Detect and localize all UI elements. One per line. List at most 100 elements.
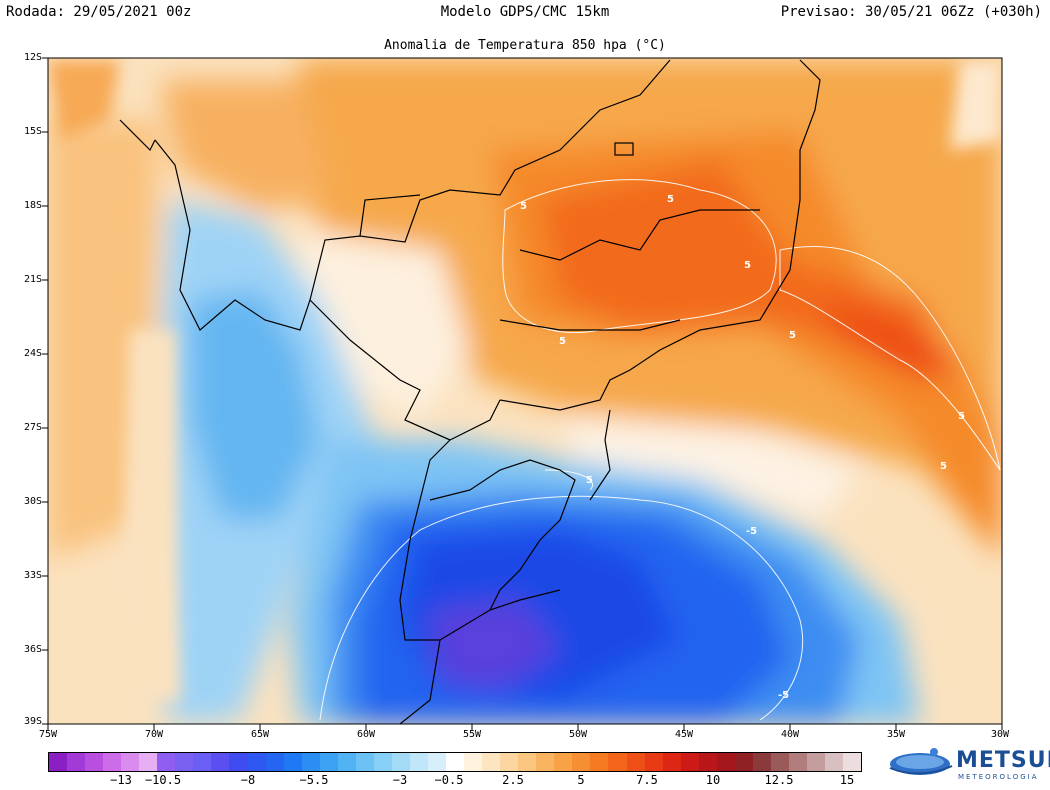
lon-label: 35W	[886, 729, 906, 740]
colorbar-swatch	[716, 753, 735, 771]
run-time-label: Rodada: 29/05/2021 00z	[6, 4, 192, 20]
colorbar-swatch	[85, 753, 104, 771]
lat-label: 12S	[23, 52, 42, 63]
country-borders	[119, 59, 821, 724]
colorbar-swatch	[698, 753, 717, 771]
contour-label: 5	[667, 194, 674, 205]
colorbar-swatch	[121, 753, 140, 771]
colorbar-label: 10	[705, 773, 721, 787]
colorbar-swatch	[229, 753, 248, 771]
contour-label: 5	[789, 330, 796, 341]
colorbar-label: 7.5	[636, 773, 658, 787]
colorbar-label: −5.5	[299, 773, 329, 787]
contour-lines	[319, 179, 1001, 721]
colorbar-swatch	[319, 753, 338, 771]
logo-subtitle: METEOROLOGIA	[958, 773, 1039, 781]
lat-label: 27S	[23, 422, 42, 433]
colorbar-swatch	[536, 753, 555, 771]
colorbar-swatch	[788, 753, 807, 771]
lat-label: 33S	[23, 570, 42, 581]
colorbar-swatch	[427, 753, 447, 771]
axis-ticks	[42, 57, 1003, 730]
colorbar-swatch	[734, 753, 753, 771]
lat-label: 24S	[23, 348, 42, 359]
lat-label: 36S	[23, 644, 42, 655]
contour-label: 5	[744, 260, 751, 271]
colorbar-label: −13	[110, 773, 132, 787]
colorbar-swatch	[157, 753, 176, 771]
colorbar-swatch	[770, 753, 789, 771]
logo-name: METSUL	[956, 748, 1050, 773]
lon-label: 55W	[462, 729, 482, 740]
colorbar-swatch	[355, 753, 374, 771]
colorbar-swatch	[446, 753, 465, 771]
colorbar-swatch	[391, 753, 410, 771]
colorbar-swatch	[680, 753, 699, 771]
contour-label: -5	[746, 526, 757, 537]
colorbar-swatch	[806, 753, 826, 771]
colorbar-swatch	[337, 753, 356, 771]
map-title: Anomalia de Temperatura 850 hpa (°C)	[384, 38, 666, 53]
colorbar-swatch	[518, 753, 537, 771]
contour-labels: 5 5 5 5 5 5 5 5 -5 -5	[520, 194, 965, 701]
colorbar-swatch	[301, 753, 320, 771]
colorbar-swatch	[211, 753, 230, 771]
lon-label: 70W	[144, 729, 164, 740]
contour-label: -5	[778, 690, 789, 701]
colorbar-swatch	[103, 753, 122, 771]
colorbar-swatch	[825, 753, 844, 771]
colorbar	[48, 752, 862, 772]
colorbar-swatch	[608, 753, 627, 771]
contour-label: 5	[586, 475, 593, 486]
lat-label: 39S	[23, 716, 42, 727]
map-frame	[47, 57, 1003, 725]
colorbar-label: 15	[839, 773, 855, 787]
lon-label: 60W	[356, 729, 376, 740]
forecast-time-label: Previsao: 30/05/21 06Zz (+030h)	[780, 4, 1042, 20]
lon-label: 75W	[38, 729, 58, 740]
colorbar-swatch	[662, 753, 681, 771]
colorbar-swatch	[409, 753, 428, 771]
colorbar-label: −10.5	[144, 773, 182, 787]
colorbar-label: 2.5	[502, 773, 524, 787]
colorbar-swatch	[843, 753, 862, 771]
lat-label: 15S	[23, 126, 42, 137]
colorbar-swatch	[482, 753, 501, 771]
lat-label: 30S	[23, 496, 42, 507]
colorbar-swatch	[500, 753, 519, 771]
colorbar-swatch	[67, 753, 86, 771]
colorbar-swatch	[193, 753, 212, 771]
lat-label: 21S	[23, 274, 42, 285]
lon-label: 40W	[780, 729, 800, 740]
lon-label: 45W	[674, 729, 694, 740]
colorbar-label: −3	[392, 773, 408, 787]
contour-label: 5	[559, 336, 566, 347]
lat-label: 18S	[23, 200, 42, 211]
colorbar-swatch	[139, 753, 158, 771]
colorbar-swatch	[626, 753, 645, 771]
colorbar-label: −8	[240, 773, 256, 787]
colorbar-label: 12.5	[764, 773, 794, 787]
colorbar-swatch	[265, 753, 284, 771]
model-label: Modelo GDPS/CMC 15km	[440, 4, 610, 20]
metsul-logo-icon	[889, 748, 953, 775]
colorbar-label: −0.5	[434, 773, 464, 787]
colorbar-swatch	[752, 753, 771, 771]
colorbar-swatch	[554, 753, 573, 771]
colorbar-swatch	[175, 753, 194, 771]
colorbar-swatch	[572, 753, 591, 771]
colorbar-label: 5	[577, 773, 585, 787]
lon-label: 65W	[250, 729, 270, 740]
contour-label: 5	[940, 461, 947, 472]
lon-label: 50W	[568, 729, 588, 740]
colorbar-swatch	[247, 753, 266, 771]
colorbar-swatch	[49, 753, 68, 771]
colorbar-swatch	[590, 753, 609, 771]
colorbar-swatch	[373, 753, 392, 771]
anomaly-field	[48, 58, 1002, 724]
colorbar-swatch	[644, 753, 663, 771]
lon-label: 30W	[990, 729, 1010, 740]
colorbar-swatch	[464, 753, 483, 771]
colorbar-swatch	[283, 753, 302, 771]
